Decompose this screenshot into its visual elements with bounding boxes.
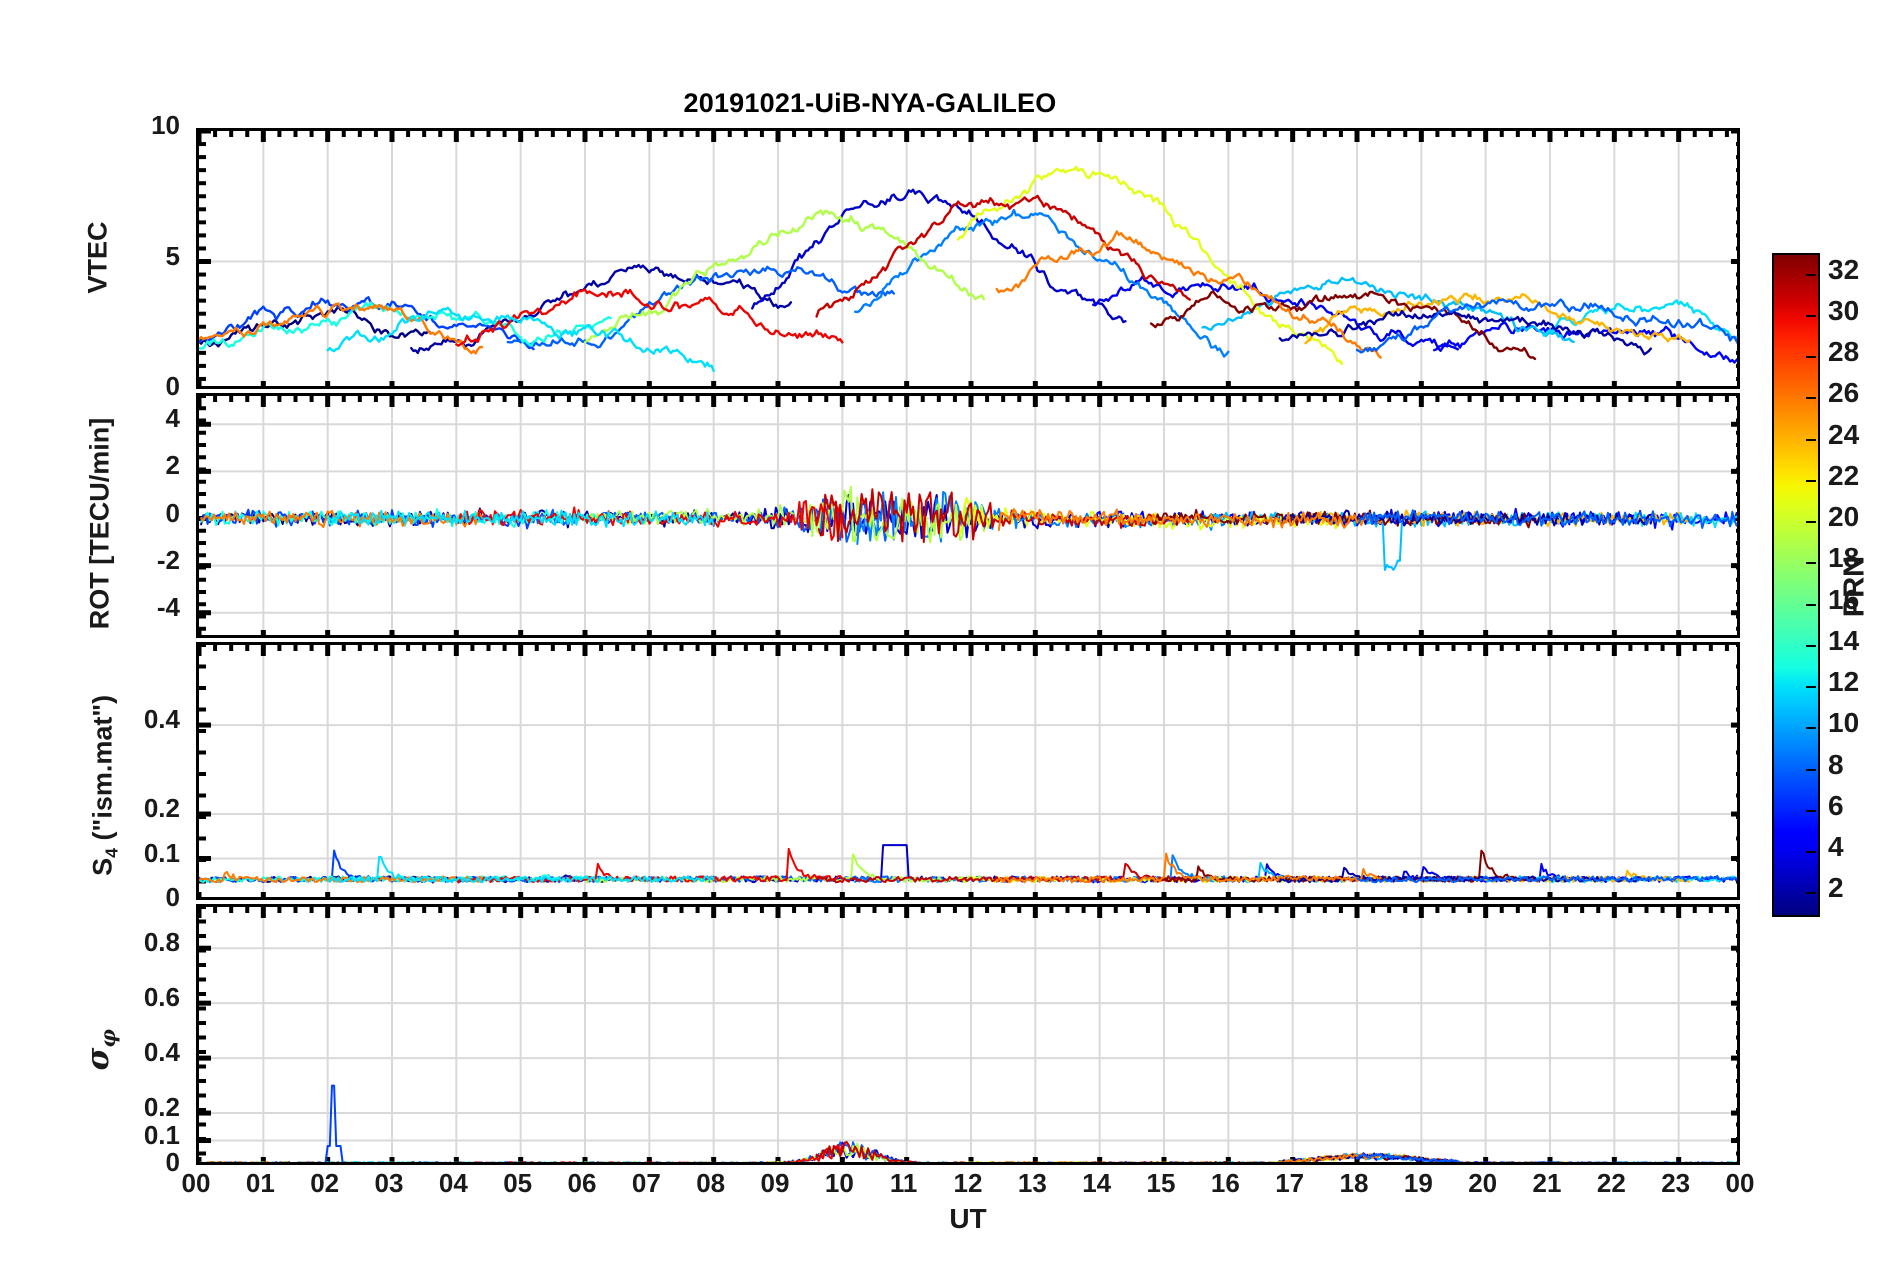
figure-title: 20191021-UiB-NYA-GALILEO: [683, 88, 1057, 118]
xtick-11: 11: [889, 1168, 918, 1198]
ytick-vtec-1: 5: [165, 240, 180, 271]
xtick-22: 22: [1596, 1168, 1626, 1198]
colorbar-tickmark-12: [1806, 686, 1816, 689]
xtick-15: 15: [1146, 1168, 1176, 1198]
colorbar-tick-12: 12: [1828, 666, 1860, 698]
xtick-3: 03: [374, 1168, 404, 1198]
colorbar-tickmark-6: [1806, 809, 1816, 812]
ytick-vtec-0: 10: [151, 110, 180, 140]
xtick-24: 00: [1725, 1168, 1755, 1198]
ytick-sig-3: 0.2: [143, 1092, 180, 1123]
ytick-rot-1: 2: [165, 450, 180, 481]
ytick-s4-2: 0.1: [143, 837, 180, 868]
ytick-s4-1: 0.2: [143, 793, 180, 824]
colorbar-tickmark-2: [1806, 892, 1816, 895]
colorbar-tickmark-32: [1806, 273, 1816, 276]
colorbar-tickmark-4: [1806, 851, 1816, 854]
colorbar-tick-26: 26: [1828, 377, 1860, 409]
colorbar-tick-16: 16: [1828, 583, 1860, 615]
ytick-rot-0: 4: [165, 403, 180, 434]
xtick-17: 17: [1275, 1168, 1305, 1198]
colorbar-tickmark-26: [1806, 397, 1816, 400]
ytick-s4-3: 0: [165, 882, 180, 912]
colorbar-tick-18: 18: [1828, 542, 1860, 574]
xtick-2: 02: [310, 1168, 340, 1198]
xtick-0: 00: [181, 1168, 211, 1198]
ytick-rot-3: -2: [156, 544, 180, 575]
ytick-s4-0: 0.4: [143, 704, 180, 735]
xtick-20: 20: [1468, 1168, 1498, 1198]
colorbar-tick-24: 24: [1828, 418, 1860, 450]
colorbar-tick-6: 6: [1828, 789, 1844, 821]
xtick-13: 13: [1017, 1168, 1047, 1198]
xtick-10: 10: [824, 1168, 854, 1198]
ytick-rot-2: 0: [165, 497, 180, 528]
xtick-7: 07: [631, 1168, 661, 1198]
xtick-16: 16: [1210, 1168, 1240, 1198]
colorbar-tick-14: 14: [1828, 624, 1860, 656]
xtick-1: 01: [245, 1168, 275, 1198]
colorbar-tickmark-28: [1806, 356, 1816, 359]
colorbar-tick-22: 22: [1828, 459, 1860, 491]
colorbar-tickmark-10: [1806, 727, 1816, 730]
ytick-rot-4: -4: [156, 591, 180, 622]
colorbar-tickmark-14: [1806, 644, 1816, 647]
colorbar-tick-8: 8: [1828, 748, 1844, 780]
panel-vtec: [196, 128, 1740, 389]
colorbar-tick-20: 20: [1828, 501, 1860, 533]
ytick-sig-0: 0.8: [143, 927, 180, 958]
xtick-8: 08: [696, 1168, 726, 1198]
panel-sigma-phi: [196, 904, 1740, 1165]
xtick-23: 23: [1661, 1168, 1691, 1198]
colorbar-tickmark-24: [1806, 438, 1816, 441]
ytick-sig-4: 0.1: [143, 1119, 180, 1150]
colorbar-tick-30: 30: [1828, 294, 1860, 326]
panel-rot: [196, 393, 1740, 638]
colorbar-tickmark-8: [1806, 768, 1816, 771]
panel-s4: [196, 642, 1740, 900]
xtick-14: 14: [1082, 1168, 1112, 1198]
colorbar-tick-4: 4: [1828, 831, 1844, 863]
colorbar-tick-28: 28: [1828, 336, 1860, 368]
colorbar-tick-10: 10: [1828, 707, 1860, 739]
xlabel: UT: [949, 1203, 987, 1234]
colorbar: [1772, 253, 1820, 917]
xtick-21: 21: [1532, 1168, 1562, 1198]
ytick-sig-1: 0.6: [143, 982, 180, 1013]
colorbar-tickmark-20: [1806, 521, 1816, 524]
xtick-4: 04: [438, 1168, 468, 1198]
colorbar-tickmark-18: [1806, 562, 1816, 565]
ytick-vtec-2: 0: [165, 371, 180, 401]
colorbar-tickmark-16: [1806, 603, 1816, 606]
ytick-sig-5: 0: [165, 1147, 180, 1177]
xtick-18: 18: [1339, 1168, 1369, 1198]
xtick-5: 05: [503, 1168, 533, 1198]
xtick-9: 09: [760, 1168, 790, 1198]
ytick-sig-2: 0.4: [143, 1037, 180, 1068]
xtick-6: 06: [567, 1168, 597, 1198]
colorbar-tickmark-22: [1806, 479, 1816, 482]
colorbar-tick-32: 32: [1828, 253, 1860, 285]
xtick-12: 12: [953, 1168, 983, 1198]
colorbar-tick-2: 2: [1828, 872, 1844, 904]
colorbar-tickmark-30: [1806, 314, 1816, 317]
xtick-19: 19: [1403, 1168, 1433, 1198]
